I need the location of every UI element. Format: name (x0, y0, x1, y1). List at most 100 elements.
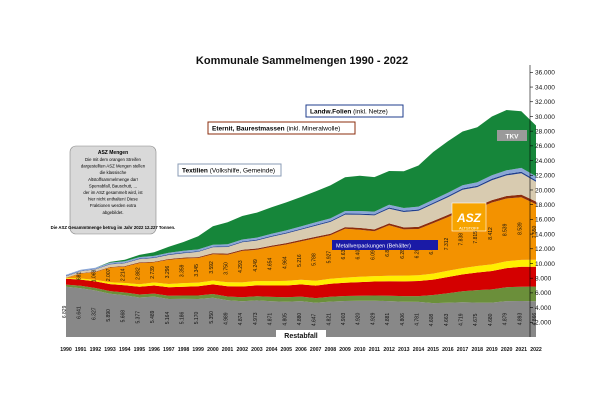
asz-note-box: ASZ Mengen Die mit dem orangen Streifen d… (51, 145, 176, 235)
asz-value-label: 4.964 (282, 256, 288, 269)
asz-value-label: 681 (77, 272, 83, 281)
asz-note-line: Sperrabfall, Bauschutt, ... (89, 183, 137, 188)
asz-value-label: 2.007 (106, 268, 112, 281)
restabfall-value-label: 4.879 (503, 313, 509, 326)
asz-value-label: 6.407 (356, 247, 362, 260)
asz-value-label: 8.539 (517, 222, 523, 235)
asz-note-total: Die ASZ Gesammtmenge betrug im Jahr 2022… (51, 225, 176, 230)
restabfall-value-label: 6.327 (91, 307, 97, 320)
x-tick-label: 2005 (281, 347, 293, 353)
y-tick-label: 14.000 (535, 231, 555, 238)
asz-value-label: 2.882 (135, 267, 141, 280)
area-series-0 (66, 286, 536, 337)
asz-value-label: 6.283 (415, 246, 421, 259)
asz-note-line: die klassische (100, 170, 127, 175)
asz-value-label: 5.927 (326, 251, 332, 264)
asz-logo: ASZ ALTSTOFF (451, 202, 487, 232)
asz-value-label: 6.866 (385, 244, 391, 257)
asz-value-label: 3.296 (165, 265, 171, 278)
restabfall-value-label: 5.164 (165, 312, 171, 325)
area-series-6 (66, 173, 536, 278)
svg-text:ASZ: ASZ (456, 211, 482, 225)
x-axis-ticks: 1990 1991 1992 1993 1994 1995 1996 1997 1998 1999… (60, 347, 542, 353)
restabfall-value-label: 4.903 (341, 313, 347, 326)
asz-note-line: abgebildet. (102, 210, 123, 215)
svg-text:Restabfall: Restabfall (284, 333, 318, 340)
y-tick-label: 8.000 (535, 275, 552, 282)
asz-value-label: 8.539 (503, 223, 509, 236)
annotation-eternit: Eternit, Baurestmassen (inkl. Mineralwol… (207, 121, 356, 135)
restabfall-value-label: 4.608 (429, 314, 435, 327)
x-tick-label: 2003 (251, 347, 263, 353)
restabfall-value-label: 4.675 (473, 313, 479, 326)
chart-title: Kommunale Sammelmengen 1990 - 2022 (196, 55, 408, 67)
svg-text:Eternit, Baurestmassen (inkl.: Eternit, Baurestmassen (inkl. Mineralwol… (212, 126, 340, 133)
x-tick-label: 2002 (236, 347, 248, 353)
asz-value-label: 5.788 (312, 253, 318, 266)
y-tick-label: 16.000 (535, 217, 555, 224)
area-series-1 (66, 284, 536, 304)
restabfall-value-label: 4.874 (238, 313, 244, 326)
restabfall-value-label: 4.866 (532, 313, 538, 326)
restabfall-value-label: 4.805 (282, 313, 288, 326)
x-tick-label: 1990 (60, 347, 72, 353)
svg-text:Metallverpackungen (Behälter): Metallverpackungen (Behälter) (336, 244, 411, 250)
asz-value-label: 7.815 (473, 231, 479, 244)
x-tick-label: 1997 (163, 347, 175, 353)
y-tick-label: 10.000 (535, 261, 555, 268)
x-tick-label: 1995 (134, 347, 146, 353)
asz-value-label: 7.838 (459, 233, 465, 246)
y-tick-label: 4.000 (535, 305, 552, 312)
y-tick-label: 24.000 (535, 158, 555, 165)
x-tick-label: 2020 (501, 347, 513, 353)
x-tick-label: 2019 (486, 347, 498, 353)
asz-value-label: 7.312 (444, 237, 450, 250)
x-tick-label: 1991 (75, 347, 87, 353)
restabfall-value-label: 4.880 (297, 313, 303, 326)
x-tick-label: 2008 (325, 347, 337, 353)
x-tick-label: 1993 (104, 347, 116, 353)
restabfall-value-label: 4.647 (312, 313, 318, 326)
y-tick-label: 32.000 (535, 99, 555, 106)
asz-value-label: 3.592 (209, 261, 215, 274)
asz-value-label: 6.098 (370, 247, 376, 260)
asz-value-label: 3.345 (194, 264, 200, 277)
x-tick-label: 1999 (192, 347, 204, 353)
x-tick-label: 2013 (398, 347, 410, 353)
area-series-3 (66, 259, 536, 288)
restabfall-value-label: 4.821 (326, 313, 332, 326)
x-tick-label: 2011 (369, 347, 380, 353)
x-tick-label: 2015 (427, 347, 439, 353)
restabfall-value-label: 4.989 (224, 312, 230, 325)
y-tick-label: 36.000 (535, 70, 555, 77)
area-series-2 (66, 266, 536, 299)
y-axis-ticks: 2.000 4.000 6.000 8.000 10.000 12.000 14.000 16… (530, 70, 555, 327)
x-tick-label: 2018 (471, 347, 483, 353)
y-tick-label: 28.000 (535, 128, 555, 135)
restabfall-value-label: 4.680 (488, 313, 494, 326)
asz-value-label: 6.289 (400, 246, 406, 259)
area-series-8 (66, 167, 536, 276)
restabfall-value-label: 5.170 (194, 312, 200, 325)
svg-text:ASZ Mengen: ASZ Mengen (98, 150, 128, 156)
asz-value-label: 4.654 (268, 258, 274, 271)
annotation-textilien: Textilien (Volkshilfe, Gemeinde) (177, 163, 282, 177)
y-tick-label: 6.000 (535, 290, 552, 297)
annotation-tkv: TKV (497, 130, 527, 141)
restabfall-value-label: 6.641 (77, 306, 83, 319)
x-tick-label: 2010 (354, 347, 366, 353)
area-series-5 (66, 194, 536, 278)
x-tick-label: 2016 (442, 347, 454, 353)
y-tick-label: 12.000 (535, 246, 555, 253)
x-tick-label: 2000 (207, 347, 219, 353)
restabfall-value-label: 5.489 (150, 310, 156, 323)
y-tick-label: 30.000 (535, 114, 555, 121)
y-tick-label: 2.000 (535, 320, 552, 327)
asz-value-label: 2.739 (150, 266, 156, 279)
x-tick-label: 1992 (90, 347, 102, 353)
restabfall-value-label: 4.881 (385, 313, 391, 326)
asz-value-label: 1.068 (91, 270, 97, 283)
svg-text:Textilien (Volkshilfe, Gemeind: Textilien (Volkshilfe, Gemeinde) (182, 168, 275, 175)
x-tick-label: 2009 (339, 347, 351, 353)
svg-text:Landw.Folien (inkl. Netze): Landw.Folien (inkl. Netze) (310, 109, 388, 116)
